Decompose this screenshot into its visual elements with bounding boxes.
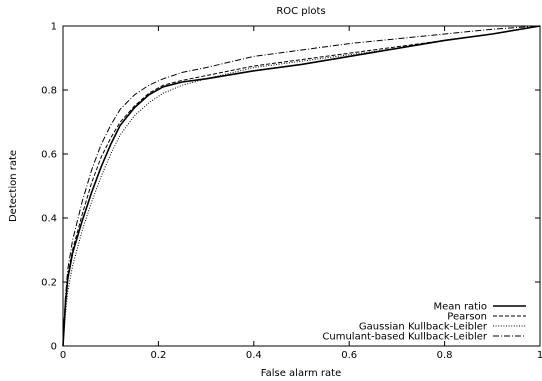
series-lines: [62, 25, 541, 347]
y-tick-label: 0.2: [41, 278, 57, 289]
legend-label: Cumulant-based Kullback-Leibler: [322, 332, 487, 343]
series-line-1: [62, 25, 541, 347]
x-tick-label: 0.6: [341, 350, 357, 361]
legend-label: Mean ratio: [434, 302, 487, 313]
x-tick-label: 0.8: [437, 350, 453, 361]
y-tick-label: 0.8: [41, 86, 57, 97]
y-tick-label: 0.4: [41, 214, 57, 225]
x-tick-label: 0: [60, 350, 66, 361]
axis-ticks: 0 0.2 0.4 0.6 0.8 1 0 0.2 0.4 0.6 0.8 1: [41, 22, 542, 362]
series-line-3: [62, 25, 541, 347]
y-tick-label: 1: [51, 22, 57, 33]
legend-label: Gaussian Kullback-Leibler: [359, 322, 488, 333]
plot-frame: [62, 25, 541, 347]
x-tick-label: 1: [537, 350, 542, 361]
legend-label: Pearson: [447, 312, 487, 323]
x-axis-title: False alarm rate: [261, 368, 341, 379]
series-line-2: [62, 25, 541, 347]
x-tick-label: 0.4: [246, 350, 262, 361]
x-tick-label: 0.2: [150, 350, 166, 361]
y-tick-label: 0: [51, 342, 57, 353]
series-line-0: [62, 25, 541, 347]
y-axis-title: Detection rate: [8, 150, 19, 222]
y-tick-label: 0.6: [41, 150, 57, 161]
chart-title: ROC plots: [276, 6, 325, 17]
